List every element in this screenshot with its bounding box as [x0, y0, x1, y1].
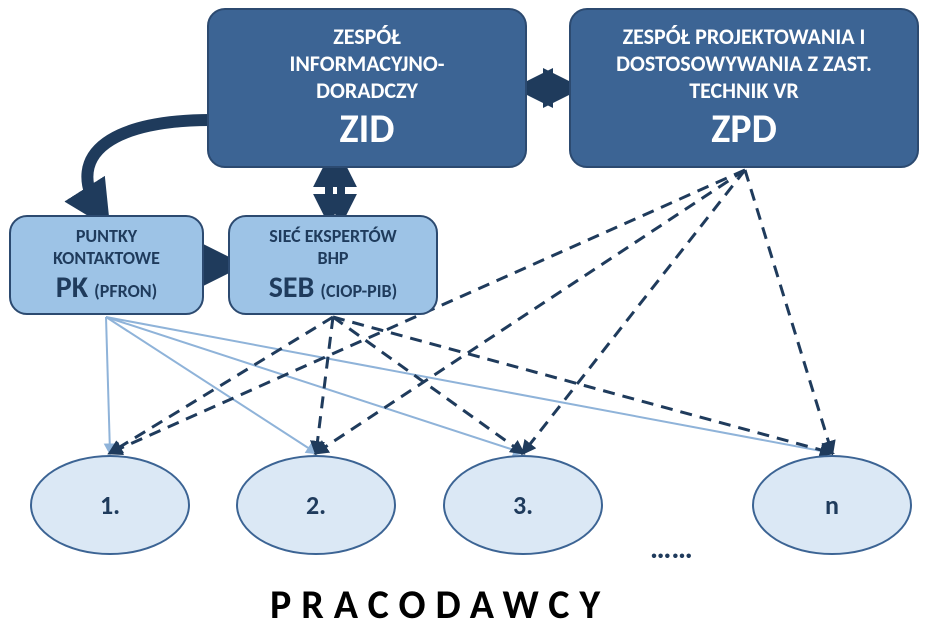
seb-line1: SIEĆ EKSPERTÓW	[269, 225, 396, 247]
zpd-line1: ZESPÓŁ PROJEKTOWANIA I	[616, 23, 872, 50]
pk-line2: KONTAKTOWE	[53, 247, 160, 269]
bottom-label: PRACODAWCY	[270, 580, 610, 629]
box-seb: SIEĆ EKSPERTÓW BHP SEB (CIOP-PIB)	[228, 215, 438, 315]
seb-top: SIEĆ EKSPERTÓW BHP	[269, 225, 396, 269]
seb-line2: BHP	[269, 247, 396, 269]
seb-abbr: SEB	[269, 269, 315, 306]
ellipse-1-label: 1.	[100, 489, 120, 521]
ellipse-2-label: 2.	[306, 489, 326, 521]
zid-line1: ZESPÓŁ	[289, 23, 444, 50]
seb-paren: (CIOP-PIB)	[320, 280, 397, 302]
pk-top: PUNTKY KONTAKTOWE	[53, 225, 160, 269]
pk-abbr: PK	[56, 269, 88, 306]
box-pk: PUNTKY KONTAKTOWE PK (PFRON)	[9, 215, 204, 315]
zid-top: ZESPÓŁ INFORMACYJNO- DORADCZY	[289, 23, 444, 104]
zid-line2: INFORMACYJNO-	[289, 50, 444, 77]
ellipse-n: n	[752, 455, 912, 555]
dots: ……	[650, 530, 693, 567]
pk-abbr-line: PK (PFRON)	[56, 269, 157, 306]
zpd-line2: DOSTOSOWYWANIA Z ZAST.	[616, 50, 872, 77]
ellipse-2: 2.	[236, 455, 396, 555]
box-zpd: ZESPÓŁ PROJEKTOWANIA I DOSTOSOWYWANIA Z …	[569, 8, 919, 168]
ellipse-3: 3.	[443, 455, 603, 555]
pk-paren: (PFRON)	[94, 280, 157, 302]
ellipse-n-label: n	[825, 489, 839, 521]
zid-abbr: ZID	[340, 104, 395, 153]
zpd-abbr: ZPD	[711, 104, 777, 153]
zpd-top: ZESPÓŁ PROJEKTOWANIA I DOSTOSOWYWANIA Z …	[616, 23, 872, 104]
ellipse-1: 1.	[30, 455, 190, 555]
box-zid: ZESPÓŁ INFORMACYJNO- DORADCZY ZID	[207, 8, 527, 168]
seb-abbr-line: SEB (CIOP-PIB)	[269, 269, 398, 306]
zpd-line3: TECHNIK VR	[616, 77, 872, 104]
ellipse-3-label: 3.	[513, 489, 533, 521]
pk-line1: PUNTKY	[53, 225, 160, 247]
zid-line3: DORADCZY	[289, 77, 444, 104]
